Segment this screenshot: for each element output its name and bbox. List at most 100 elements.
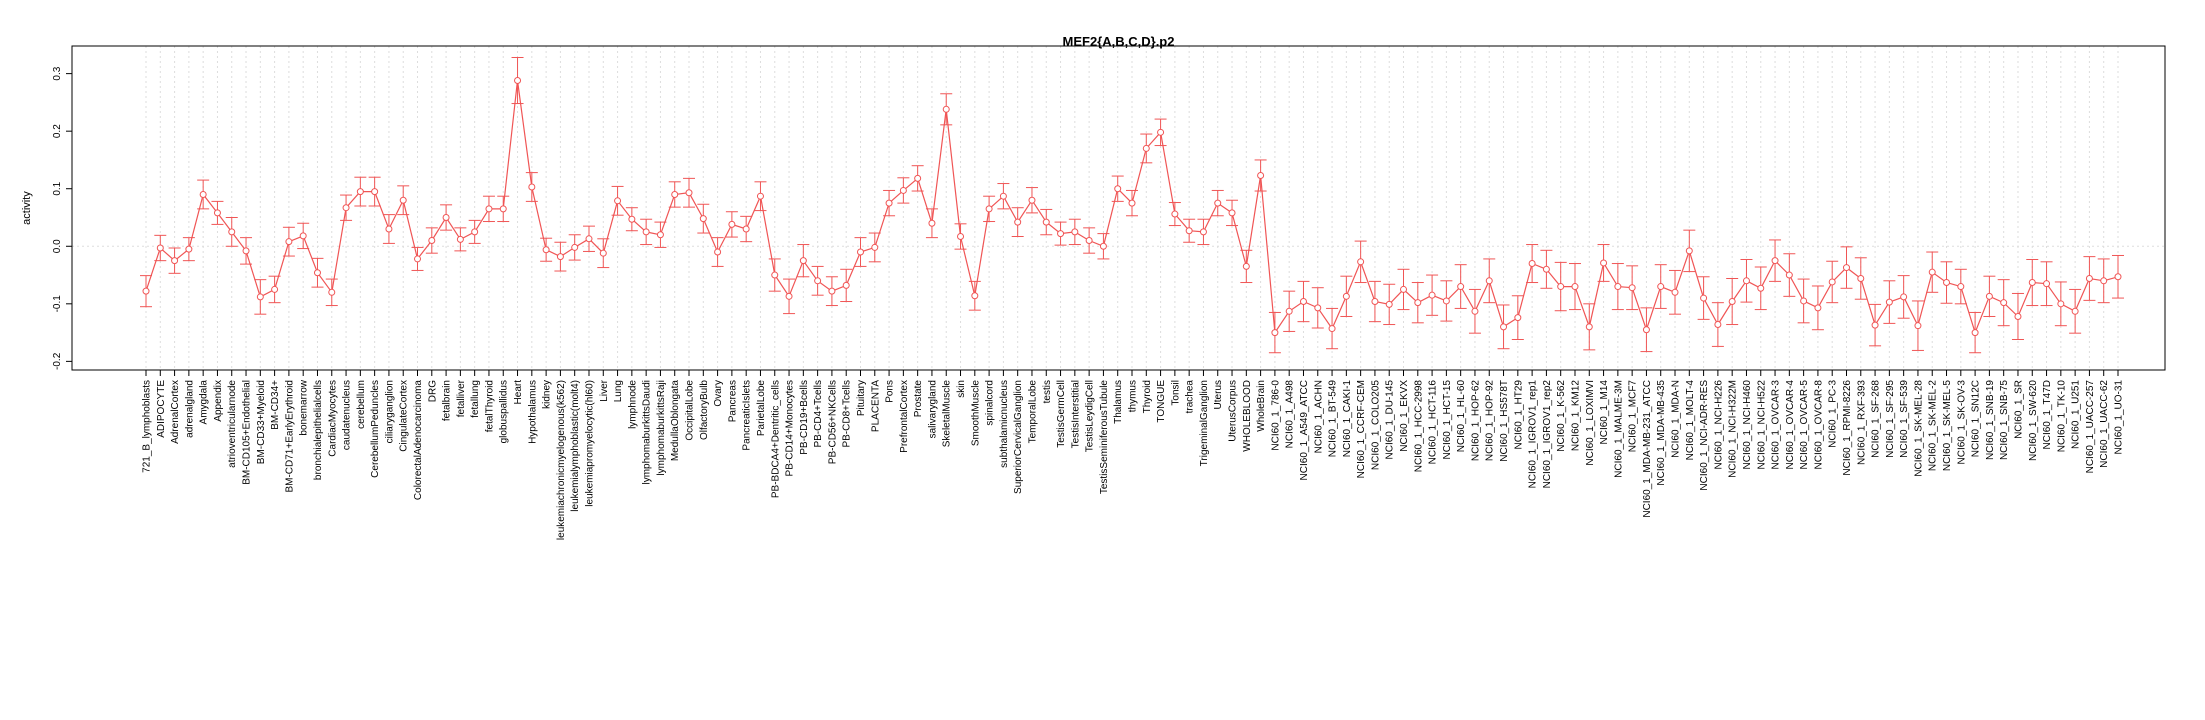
x-tick-label: NCI60_1_CCRF-CEM: [1356, 380, 1367, 478]
data-point: [1442, 297, 1450, 305]
x-tick-label: Pons: [885, 380, 896, 403]
data-point: [1257, 171, 1265, 179]
data-point: [1028, 196, 1036, 204]
data-point: [471, 228, 479, 236]
x-tick-label: UterusCorpus: [1228, 380, 1239, 442]
x-tick-label: BM-CD71+EarlyErythroid: [284, 380, 295, 493]
x-tick-label: Thyroid: [1142, 380, 1153, 413]
data-point: [1042, 218, 1050, 226]
x-tick-label: spinalcord: [985, 380, 996, 426]
x-tick-label: fetalThyroid: [484, 380, 495, 432]
data-point: [1357, 258, 1365, 266]
x-tick-label: WHOLEBLOOD: [1242, 380, 1253, 452]
y-tick-label: 0.2: [52, 124, 63, 138]
chart-title: MEF2{A,B,C,D}.p2: [1063, 34, 1175, 49]
x-tick-label: PB-CD8+Tcells: [842, 380, 853, 448]
x-tick-label: Lung: [613, 380, 624, 402]
data-point: [871, 243, 879, 251]
x-tick-label: TestisGermCell: [1056, 380, 1067, 448]
data-point: [528, 183, 536, 191]
data-point: [1814, 304, 1822, 312]
x-tick-label: TemporalLobe: [1027, 380, 1038, 444]
data-point: [785, 292, 793, 300]
data-point: [328, 288, 336, 296]
data-point: [1128, 199, 1136, 207]
x-tick-label: 721_B_lymphoblasts: [142, 380, 153, 473]
x-tick-label: Amygdala: [199, 380, 210, 425]
data-point: [899, 186, 907, 194]
data-point: [942, 105, 950, 113]
x-tick-label: NCI60_1_SR: [2013, 380, 2024, 439]
data-point: [556, 253, 564, 261]
x-tick-label: OlfactoryBulb: [699, 380, 710, 440]
x-tick-label: TestisInterstitial: [1070, 380, 1081, 448]
data-point: [1742, 277, 1750, 285]
data-point: [1700, 294, 1708, 302]
x-tick-label: NCI60_1_OVCAR-4: [1785, 380, 1796, 470]
x-tick-label: NCI60_1_LOXIMVI: [1585, 380, 1596, 466]
x-tick-label: NCI60_1_HT29: [1513, 380, 1524, 450]
x-tick-label: DRG: [427, 380, 438, 402]
data-point: [542, 246, 550, 254]
x-tick-label: cerebellum: [356, 380, 367, 429]
x-tick-label: NCI60_1_K-562: [1556, 380, 1567, 452]
x-tick-label: NCI60_1_HL-60: [1456, 380, 1467, 453]
data-point: [385, 225, 393, 233]
x-tick-label: NCI60_1_SF-295: [1885, 380, 1896, 458]
data-point: [1785, 271, 1793, 279]
data-point: [914, 174, 922, 182]
data-point: [1971, 329, 1979, 337]
data-point: [771, 271, 779, 279]
x-tick-label: PB-CD19+Bcells: [799, 380, 810, 455]
data-point: [1914, 322, 1922, 330]
data-point: [2014, 312, 2022, 320]
data-point: [1099, 242, 1107, 250]
data-point: [1514, 314, 1522, 322]
data-point: [642, 228, 650, 236]
x-tick-label: NCI60_1_HOP-62: [1470, 380, 1481, 462]
x-tick-label: Pituitary: [856, 380, 867, 416]
x-tick-label: NCI60_1_786-0: [1270, 380, 1281, 451]
data-point: [1600, 259, 1608, 267]
data-point: [1857, 274, 1865, 282]
x-tick-label: BM-CD34+: [270, 380, 281, 430]
data-point: [1400, 285, 1408, 293]
x-tick-label: NCI60_1_KM12: [1570, 380, 1581, 452]
data-point: [1071, 228, 1079, 236]
data-point: [1485, 277, 1493, 285]
x-axis: 721_B_lymphoblasts ADIPOCYTE AdrenalCortex…: [142, 370, 2125, 540]
data-point: [1542, 265, 1550, 273]
data-point: [671, 190, 679, 198]
data-point: [342, 204, 350, 212]
data-point: [1828, 278, 1836, 286]
data-point: [1728, 298, 1736, 306]
data-point: [1385, 300, 1393, 308]
data-point: [1957, 283, 1965, 291]
x-tick-label: NCI60_1_MDA-MB-435: [1656, 380, 1667, 486]
x-tick-label: NCI60_1_SF-539: [1899, 380, 1910, 458]
data-point: [614, 197, 622, 205]
data-point: [1171, 210, 1179, 218]
data-point: [499, 205, 507, 213]
data-point: [1199, 228, 1207, 236]
x-tick-label: lymphomaburkittsDaudi: [642, 380, 653, 485]
data-point: [842, 281, 850, 289]
data-point: [1271, 329, 1279, 337]
x-tick-label: Prostate: [913, 380, 924, 418]
x-tick-label: globuspallidus: [499, 380, 510, 443]
x-tick-label: BM-CD105+Endothelial: [242, 380, 253, 485]
data-point: [2085, 274, 2093, 282]
x-tick-label: NCI60_1_MCF7: [1628, 380, 1639, 453]
x-tick-label: Pancreas: [727, 380, 738, 422]
x-tick-label: TestisLeydigCell: [1085, 380, 1096, 452]
data-point: [1214, 199, 1222, 207]
x-tick-label: TrigeminalGanglion: [1199, 380, 1210, 466]
x-tick-label: AdrenalCortex: [170, 380, 181, 444]
data-point: [2000, 299, 2008, 307]
x-tick-label: kidney: [542, 380, 553, 409]
x-tick-label: NCI60_1_OVCAR-3: [1771, 380, 1782, 470]
x-tick-label: PB-CD56+NKCells: [827, 380, 838, 464]
x-tick-label: NCI60_1_SF-268: [1871, 380, 1882, 458]
x-tick-label: CardiacMyocytes: [327, 380, 338, 457]
data-point: [1328, 325, 1336, 333]
